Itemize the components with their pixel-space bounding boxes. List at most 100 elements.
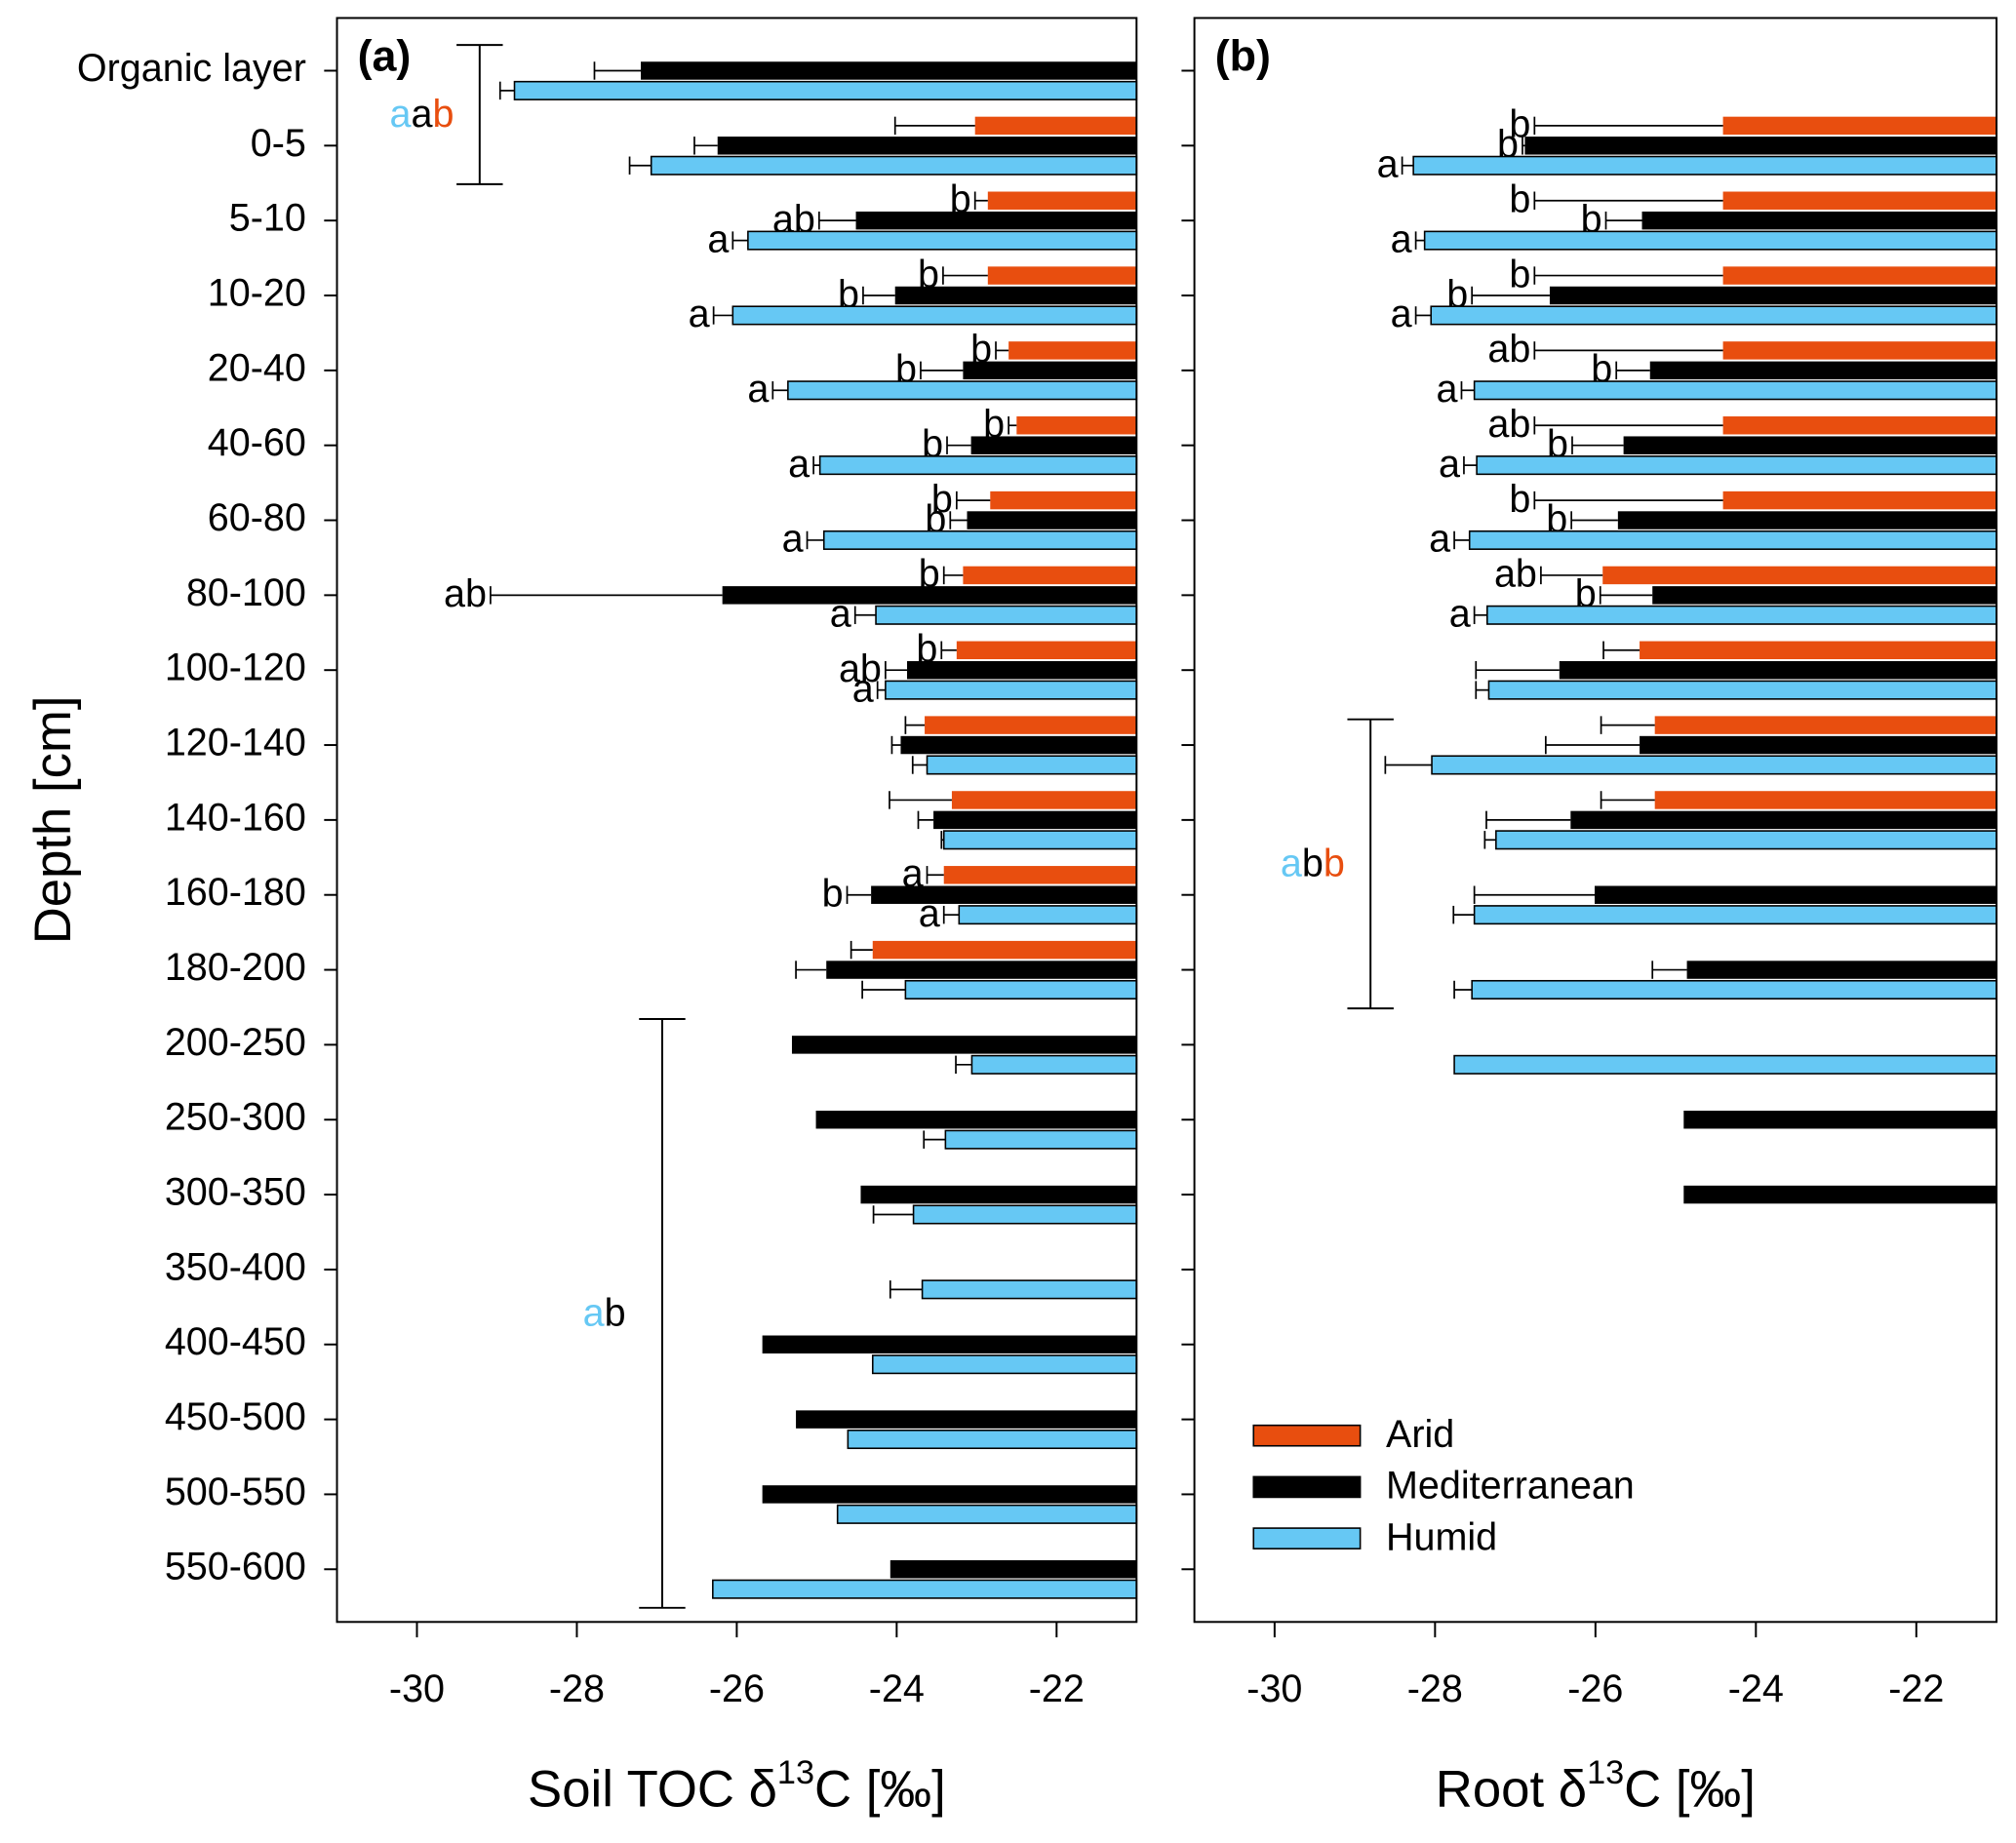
significance-letter: ab <box>1487 328 1530 371</box>
error-bar <box>893 116 975 136</box>
bar <box>987 266 1137 285</box>
bar <box>958 905 1138 925</box>
error-bar <box>949 511 968 529</box>
bar <box>1453 1054 1997 1075</box>
legend-label: Arid <box>1386 1413 1454 1456</box>
x-tick-label: -26 <box>1567 1667 1623 1710</box>
bar <box>942 830 1138 850</box>
significance-letter: b <box>838 273 859 316</box>
significance-letter: b <box>1546 497 1567 540</box>
group-letter: b <box>605 1292 626 1335</box>
y-tick-label: 0-5 <box>251 122 306 165</box>
error-bar <box>1452 905 1475 924</box>
significance-letter: a <box>919 892 940 935</box>
error-bar <box>942 266 988 285</box>
significance-letter: a <box>782 518 804 561</box>
error-bar <box>1533 116 1723 136</box>
x-title-sup: 13 <box>1587 1754 1624 1791</box>
bar <box>1641 211 1997 230</box>
error-bar <box>876 681 886 699</box>
error-bar <box>1414 306 1432 325</box>
group-letters: aab <box>390 94 455 137</box>
error-bar <box>1401 156 1414 175</box>
y-tick-label: 500-550 <box>165 1470 306 1513</box>
bar <box>1623 436 1997 454</box>
bar <box>900 735 1137 755</box>
error-bar <box>1533 416 1723 435</box>
x-title-part: Root δ <box>1436 1761 1587 1819</box>
bar <box>1640 735 1997 755</box>
x-tick-label: -24 <box>1728 1667 1784 1710</box>
legend-swatch <box>1252 1424 1362 1447</box>
x-title-part: C [‰] <box>814 1761 946 1819</box>
bar <box>1430 305 1997 326</box>
bar <box>970 436 1137 454</box>
error-bar <box>1475 660 1560 680</box>
significance-letter: a <box>1439 443 1460 486</box>
bar <box>747 230 1138 251</box>
group-letter: b <box>1324 843 1345 885</box>
x-tick-label: -22 <box>1029 1667 1085 1710</box>
bar <box>1722 490 1997 510</box>
bar <box>1559 660 1997 680</box>
y-tick-label: Organic layer <box>77 47 306 90</box>
error-bar <box>817 211 856 230</box>
bar <box>1652 586 1997 605</box>
error-bar <box>846 885 872 904</box>
error-bar <box>889 1280 923 1299</box>
bar <box>1649 361 1997 380</box>
significance-letter: b <box>916 628 937 671</box>
x-axis-title: Root δ13C [‰] <box>1436 1754 1756 1818</box>
panel-label: (b) <box>1215 31 1271 80</box>
bar <box>1431 755 1997 775</box>
error-bar <box>995 341 1009 360</box>
bar <box>894 286 1137 305</box>
error-bar <box>1602 641 1640 659</box>
bar <box>1686 961 1997 979</box>
error-bar <box>926 866 944 884</box>
bar <box>956 641 1137 659</box>
significance-letter: b <box>1591 348 1612 391</box>
y-tick-label: 250-300 <box>165 1096 306 1139</box>
bar <box>787 380 1138 401</box>
legend-swatch <box>1252 1475 1362 1499</box>
error-bar <box>1473 885 1595 904</box>
error-bar <box>1384 756 1433 774</box>
bar <box>926 755 1138 775</box>
group-letters: ab <box>583 1292 626 1335</box>
significance-letter: a <box>830 593 851 636</box>
bar <box>987 191 1137 210</box>
bar <box>1722 266 1997 285</box>
significance-letter: a <box>747 368 769 411</box>
error-bar <box>1615 361 1650 380</box>
significance-letter: b <box>1509 177 1530 220</box>
bar <box>1722 341 1997 360</box>
bar <box>1473 380 1997 401</box>
legend-label: Mediterranean <box>1386 1465 1635 1508</box>
error-bar <box>955 490 991 510</box>
x-title-part: Soil TOC δ <box>528 1761 777 1819</box>
bar <box>513 80 1138 100</box>
error-bar <box>1570 511 1618 529</box>
y-tick-label: 550-600 <box>165 1546 306 1588</box>
bar <box>722 586 1137 605</box>
group-letters: abb <box>1281 843 1345 885</box>
error-bar <box>731 231 748 250</box>
x-tick-label: -28 <box>549 1667 605 1710</box>
significance-letter: b <box>919 553 940 596</box>
bar <box>1487 680 1997 700</box>
y-tick-label: 450-500 <box>165 1395 306 1438</box>
significance-letter: a <box>707 217 729 260</box>
bar <box>963 361 1137 380</box>
significance-letter: ab <box>839 647 882 690</box>
significance-letter: b <box>1509 103 1530 146</box>
bar <box>731 305 1138 326</box>
significance-letter: b <box>822 872 844 915</box>
error-bar <box>1460 381 1475 400</box>
y-tick-label: 400-450 <box>165 1320 306 1363</box>
error-bar <box>850 940 873 960</box>
error-bar <box>1604 211 1642 230</box>
bar <box>1473 905 1997 925</box>
bar <box>1594 885 1997 904</box>
